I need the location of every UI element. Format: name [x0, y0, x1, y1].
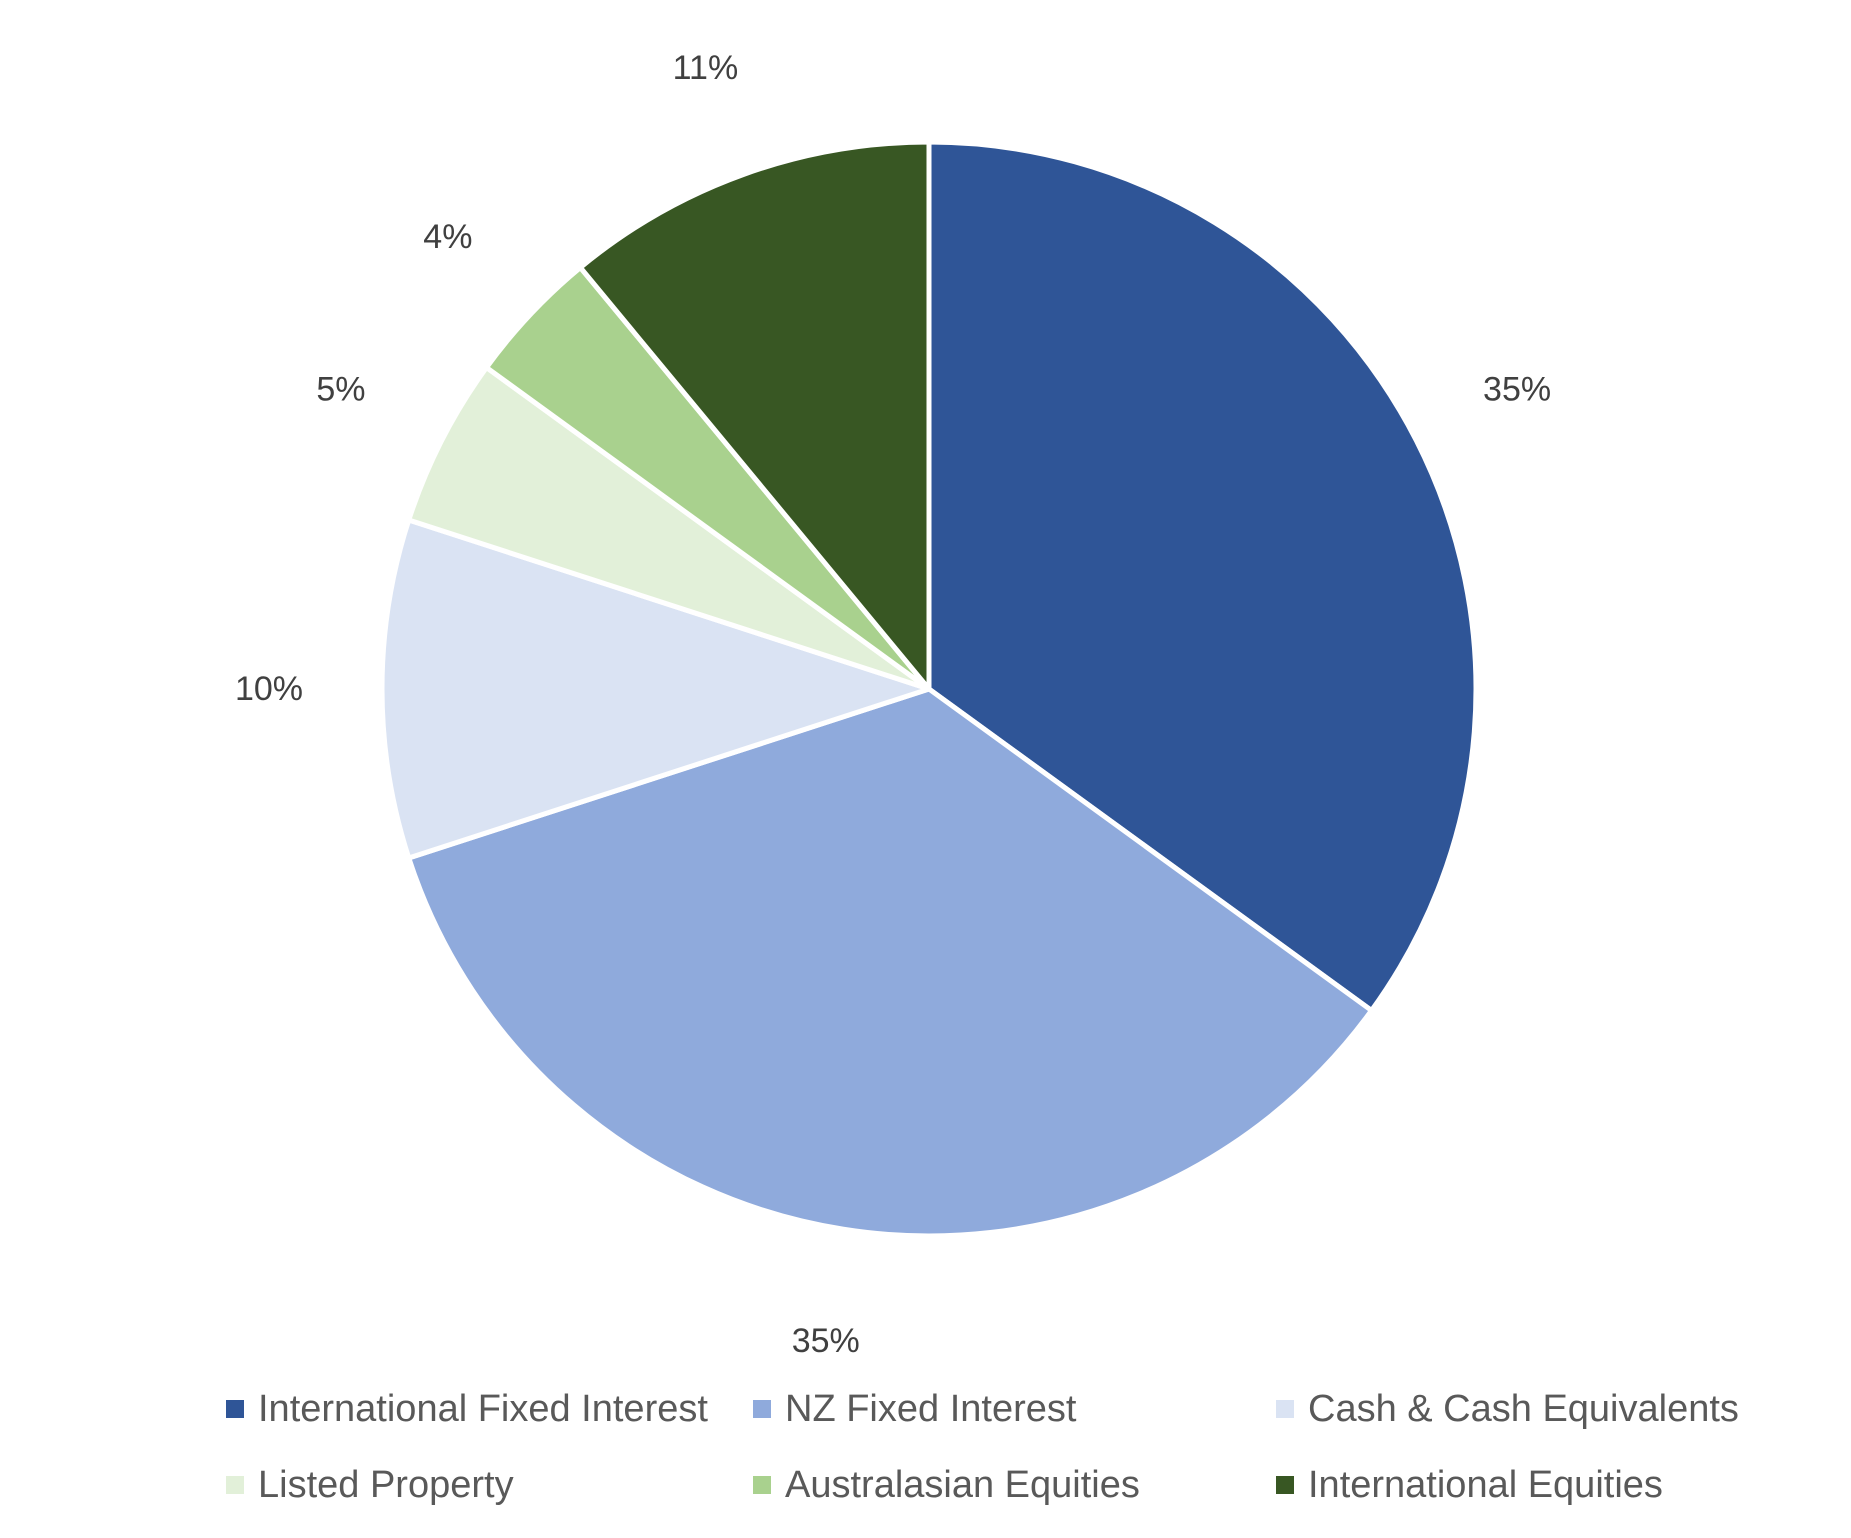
legend-swatch-nz-fixed-interest: [753, 1400, 771, 1418]
legend-item-nz-fixed-interest: NZ Fixed Interest: [753, 1388, 1077, 1430]
data-label-international-fixed-interest: 35%: [1483, 370, 1551, 408]
legend-label-international-equities: International Equities: [1308, 1464, 1663, 1506]
pie-data-labels: 35% 35% 10% 5% 4% 11%: [235, 49, 1551, 1360]
legend-item-cash-and-cash-equivalents: Cash & Cash Equivalents: [1276, 1388, 1739, 1430]
legend-swatch-australasian-equities: [753, 1476, 771, 1494]
pie-slice-listed-property: [406, 364, 932, 692]
legend-label-nz-fixed-interest: NZ Fixed Interest: [785, 1388, 1077, 1430]
legend-item-australasian-equities: Australasian Equities: [753, 1464, 1140, 1506]
legend-label-cash-and-cash-equivalents: Cash & Cash Equivalents: [1308, 1388, 1739, 1430]
pie-slice-international-fixed-interest: [926, 139, 1479, 1014]
legend-item-international-fixed-interest: International Fixed Interest: [226, 1388, 708, 1430]
legend-swatch-listed-property: [226, 1476, 244, 1494]
data-label-international-equities: 11%: [673, 49, 739, 87]
legend-swatch-international-equities: [1276, 1476, 1294, 1494]
data-label-australasian-equities: 4%: [423, 218, 472, 256]
data-label-cash-and-cash-equivalents: 10%: [235, 670, 303, 708]
pie-slice-international-equities: [577, 139, 932, 692]
legend-label-international-fixed-interest: International Fixed Interest: [258, 1388, 708, 1430]
pie-slice-nz-fixed-interest: [406, 686, 1375, 1239]
legend-item-listed-property: Listed Property: [226, 1464, 514, 1506]
legend-item-international-equities: International Equities: [1276, 1464, 1663, 1506]
legend-swatch-cash-and-cash-equivalents: [1276, 1400, 1294, 1418]
legend-label-australasian-equities: Australasian Equities: [785, 1464, 1140, 1506]
legend-swatch-international-fixed-interest: [226, 1400, 244, 1418]
legend-label-listed-property: Listed Property: [258, 1464, 514, 1506]
pie-slices: [379, 139, 1479, 1239]
chart-legend: International Fixed Interest NZ Fixed Int…: [226, 1388, 1739, 1506]
pie-slice-cash-and-cash-equivalents: [379, 517, 932, 861]
data-label-nz-fixed-interest: 35%: [792, 1322, 860, 1360]
data-label-listed-property: 5%: [316, 370, 365, 408]
